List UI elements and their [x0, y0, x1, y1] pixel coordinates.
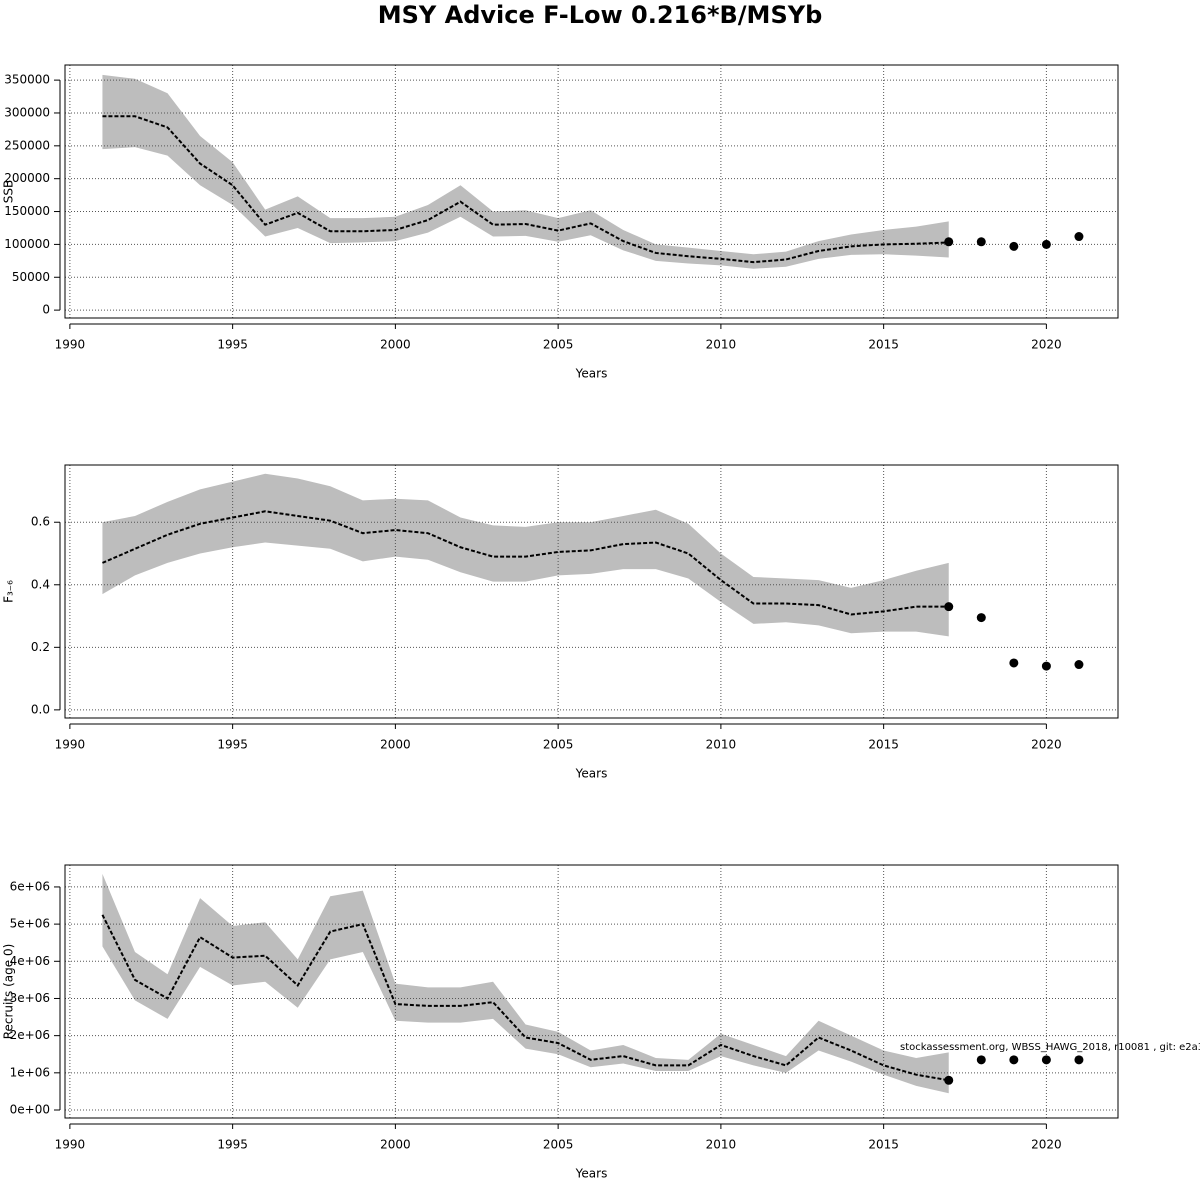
y-tick-label: 5e+06	[10, 917, 50, 931]
forecast-point	[1041, 239, 1051, 249]
y-tick-label: 0.2	[31, 640, 50, 654]
y-axis-label: F₃₋₆	[2, 580, 16, 603]
forecast-point	[1009, 1055, 1019, 1065]
x-tick-label: 2015	[868, 1138, 899, 1152]
forecast-point	[1074, 232, 1084, 242]
y-tick-label: 0.6	[31, 515, 50, 529]
x-tick-label: 2020	[1031, 338, 1062, 352]
y-tick-label: 0	[42, 303, 50, 317]
x-axis-label: Years	[575, 767, 608, 781]
forecast-point	[976, 237, 986, 247]
y-tick-label: 4e+06	[10, 954, 50, 968]
x-tick-label: 2005	[543, 738, 574, 752]
chart-title: MSY Advice F-Low 0.216*B/MSYb	[378, 1, 823, 29]
x-axis-label: Years	[575, 367, 608, 381]
forecast-point	[944, 602, 954, 612]
y-tick-label: 0.0	[31, 702, 50, 716]
x-tick-label: 1995	[217, 738, 248, 752]
y-tick-label: 3e+06	[10, 991, 50, 1005]
x-tick-label: 2005	[543, 338, 574, 352]
x-tick-label: 1995	[217, 1138, 248, 1152]
annotation: stockassessment.org, WBSS_HAWG_2018, r10…	[900, 1042, 1200, 1053]
x-tick-label: 1990	[55, 1138, 86, 1152]
x-tick-label: 2000	[380, 738, 411, 752]
y-tick-label: 300000	[4, 105, 50, 119]
y-tick-label: 1e+06	[10, 1065, 50, 1079]
x-axis-label: Years	[575, 1167, 608, 1181]
confidence-band	[102, 873, 949, 1094]
y-axis-label: SSB	[2, 180, 16, 203]
x-tick-label: 2015	[868, 738, 899, 752]
x-tick-label: 2000	[380, 338, 411, 352]
plot-frame	[64, 864, 1119, 1119]
forecast-point	[1009, 241, 1019, 251]
confidence-band	[102, 74, 949, 269]
x-tick-label: 1995	[217, 338, 248, 352]
forecast-point	[1041, 1055, 1051, 1065]
x-tick-label: 1990	[55, 338, 86, 352]
forecast-point	[944, 1075, 954, 1085]
forecast-point	[1009, 658, 1019, 668]
plot-frame	[64, 464, 1119, 719]
estimate-line	[102, 115, 949, 264]
y-tick-label: 0e+00	[10, 1103, 50, 1117]
y-tick-label: 150000	[4, 204, 50, 218]
forecast-point	[976, 1055, 986, 1065]
forecast-point	[1074, 660, 1084, 670]
x-tick-label: 2010	[706, 1138, 737, 1152]
y-tick-label: 6e+06	[10, 879, 50, 893]
y-tick-label: 200000	[4, 171, 50, 185]
forecast-point	[976, 613, 986, 623]
y-tick-label: 250000	[4, 138, 50, 152]
estimate-line	[101, 914, 949, 1082]
y-tick-label: 0.4	[31, 577, 50, 591]
y-tick-label: 100000	[4, 237, 50, 251]
y-tick-label: 350000	[4, 73, 50, 87]
x-tick-label: 2020	[1031, 1138, 1062, 1152]
plot-frame	[64, 64, 1119, 319]
x-tick-label: 2015	[868, 338, 899, 352]
y-axis-label: Recruits (age 0)	[2, 944, 16, 1040]
y-tick-label: 2e+06	[10, 1028, 50, 1042]
forecast-point	[1041, 661, 1051, 671]
x-tick-label: 2010	[706, 738, 737, 752]
x-tick-label: 2010	[706, 338, 737, 352]
y-tick-label: 50000	[12, 270, 50, 284]
confidence-band	[102, 473, 949, 637]
forecast-point	[1074, 1055, 1084, 1065]
x-tick-label: 1990	[55, 738, 86, 752]
x-tick-label: 2000	[380, 1138, 411, 1152]
x-tick-label: 2005	[543, 1138, 574, 1152]
estimate-line	[102, 510, 949, 616]
x-tick-label: 2020	[1031, 738, 1062, 752]
forecast-point	[944, 237, 954, 247]
